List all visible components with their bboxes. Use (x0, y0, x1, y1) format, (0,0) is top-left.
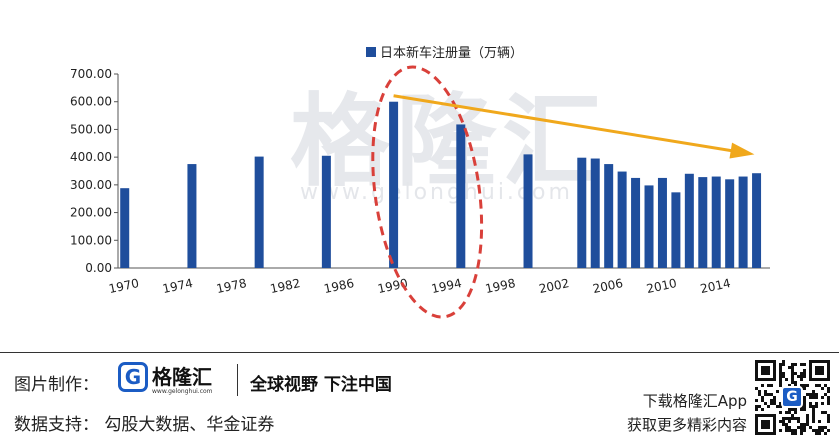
x-tick-label: 2006 (591, 276, 624, 296)
x-tick-label: 1990 (376, 276, 409, 296)
bar (752, 173, 762, 268)
x-tick-label: 1998 (484, 276, 517, 296)
bar (684, 173, 694, 268)
bar (617, 171, 627, 268)
y-tick-label: 700.00 (70, 67, 112, 81)
legend-label: 日本新车注册量（万辆） (380, 46, 524, 61)
bar (254, 156, 264, 268)
data-support-label: 数据支持： 勾股大数据、华金证券 (14, 415, 275, 435)
x-tick-label: 1974 (161, 276, 194, 296)
x-tick-label: 2002 (538, 276, 571, 296)
bar (577, 157, 587, 268)
bar (657, 177, 667, 268)
logo-separator (237, 364, 238, 396)
y-tick-label: 500.00 (70, 122, 112, 136)
y-tick-label: 100.00 (70, 233, 112, 247)
x-tick-label: 1994 (430, 276, 463, 296)
bar (671, 192, 681, 268)
y-tick-label: 300.00 (70, 178, 112, 192)
bar (590, 158, 600, 268)
chart-legend: 日本新车注册量（万辆） (366, 42, 523, 61)
x-tick-label: 2010 (645, 276, 678, 296)
bar (321, 155, 331, 268)
watermark-logo: 格隆汇 (290, 83, 608, 200)
credit-label: 图片制作： (14, 375, 99, 395)
footer-divider (0, 352, 839, 353)
qr-logo-icon: G (781, 386, 803, 408)
trend-arrow-head (729, 142, 755, 159)
bar (389, 101, 399, 268)
y-tick-label: 600.00 (70, 95, 112, 109)
x-tick-label: 1986 (323, 276, 356, 296)
bar (738, 176, 748, 268)
bar (187, 164, 197, 268)
slogan: 全球视野 下注中国 (250, 375, 392, 395)
y-tick-label: 0.00 (85, 261, 112, 275)
x-tick-label: 1978 (215, 276, 248, 296)
bar (523, 154, 533, 268)
bar (631, 177, 641, 268)
bar (711, 176, 721, 268)
more-content-text: 获取更多精彩内容 (626, 416, 747, 434)
bar (725, 179, 735, 268)
logo-text: 格隆汇 (152, 365, 212, 389)
chart-svg: 0.00 100.00 200.00 300.00 400.00 500.00 600.00… (70, 65, 770, 319)
x-tick-label: 1970 (107, 276, 140, 296)
bar (456, 124, 466, 268)
y-tick-label: 200.00 (70, 206, 112, 220)
brand-logo[interactable]: G 格隆汇 (118, 362, 212, 392)
trend-arrow-line (393, 94, 747, 155)
bar (120, 188, 130, 268)
x-tick-label: 1982 (269, 276, 302, 296)
bar (698, 177, 708, 268)
y-tick-label: 400.00 (70, 150, 112, 164)
logo-g-icon: G (118, 362, 148, 392)
chart: 格隆汇 www.gelonghui.com 0.00 100.00 200.00 30… (70, 42, 770, 319)
highlight-ellipse (371, 65, 484, 319)
qr-code-icon[interactable] (755, 360, 830, 435)
logo-url: www.gelonghui.com (152, 388, 213, 395)
x-tick-label: 2014 (699, 276, 732, 296)
download-app-text: 下载格隆汇App (642, 392, 747, 410)
bar (604, 164, 614, 268)
bar (644, 185, 654, 268)
legend-swatch (366, 46, 376, 57)
